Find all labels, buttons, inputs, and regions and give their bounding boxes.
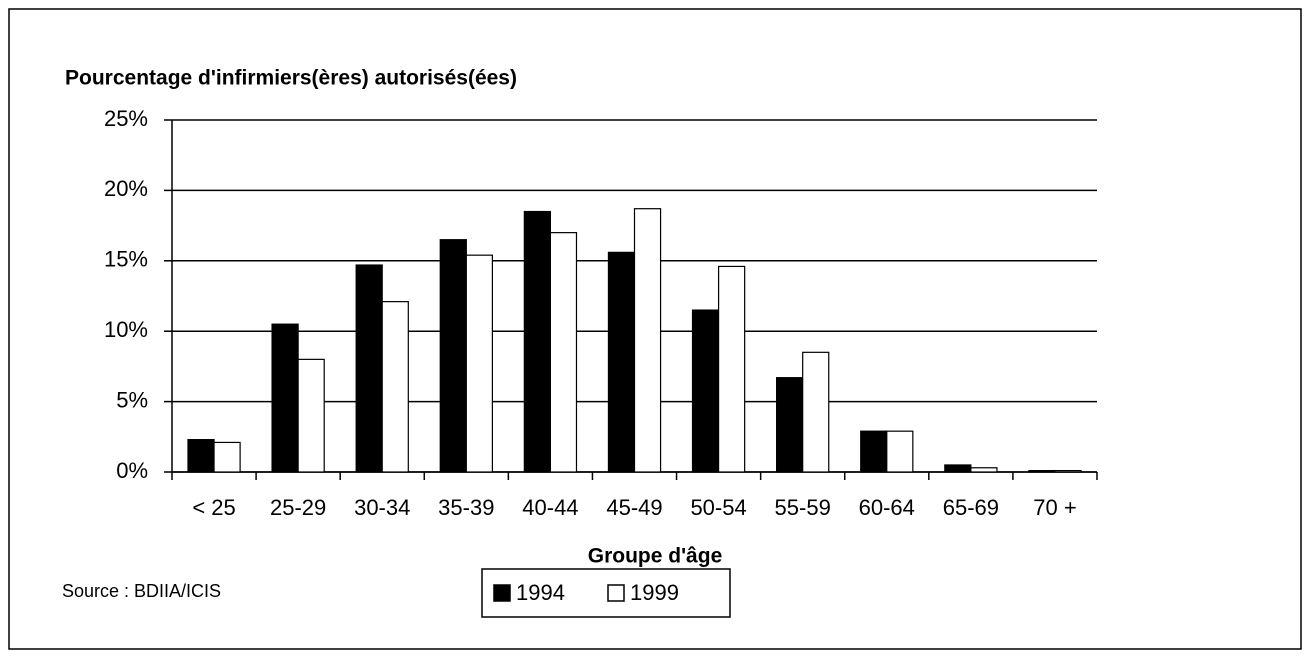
y-axis-label: Pourcentage d'infirmiers(ères) autorisés…	[65, 67, 517, 90]
legend-label: 1994	[516, 580, 565, 605]
x-tick-label: 55-59	[775, 495, 831, 520]
bar	[860, 430, 888, 473]
y-tick-label: 10%	[104, 317, 148, 342]
x-tick-label: 40-44	[522, 495, 578, 520]
bar	[970, 467, 998, 473]
bar	[297, 358, 325, 473]
y-tick-label: 15%	[104, 247, 148, 272]
bar	[691, 309, 720, 473]
bar	[381, 301, 409, 473]
bar	[549, 232, 578, 473]
bar	[607, 251, 636, 473]
x-tick-label: < 25	[192, 495, 235, 520]
x-axis-label: Groupe d'âge	[588, 545, 723, 568]
bar	[213, 441, 241, 473]
chart-frame	[8, 8, 1302, 650]
x-tick-label: 35-39	[438, 495, 494, 520]
y-tick-label: 0%	[116, 458, 148, 483]
x-tick-label: 25-29	[270, 495, 326, 520]
bar	[1028, 469, 1056, 473]
bar	[717, 265, 746, 473]
x-tick-label: 70 +	[1033, 495, 1076, 520]
bar	[187, 439, 215, 473]
bar	[465, 254, 493, 473]
legend-label: 1999	[630, 580, 679, 605]
bar	[944, 464, 972, 473]
legend-swatch	[493, 584, 511, 602]
x-tick-label: 60-64	[859, 495, 915, 520]
x-tick-label: 50-54	[690, 495, 746, 520]
x-tick-label: 45-49	[606, 495, 662, 520]
source-note: Source : BDIIA/ICIS	[62, 581, 221, 601]
bar	[776, 377, 804, 473]
x-tick-label: 65-69	[943, 495, 999, 520]
legend-box	[481, 568, 731, 618]
x-tick-label: 30-34	[354, 495, 410, 520]
y-tick-label: 20%	[104, 176, 148, 201]
legend-swatch	[607, 584, 625, 602]
bar	[271, 323, 299, 473]
bar	[439, 239, 467, 473]
y-tick-label: 25%	[104, 106, 148, 131]
bar	[633, 208, 662, 473]
bar	[523, 210, 552, 473]
y-tick-label: 5%	[116, 387, 148, 412]
bar	[802, 351, 830, 473]
bar	[886, 430, 914, 473]
bar	[1054, 469, 1082, 473]
bar	[355, 264, 383, 473]
